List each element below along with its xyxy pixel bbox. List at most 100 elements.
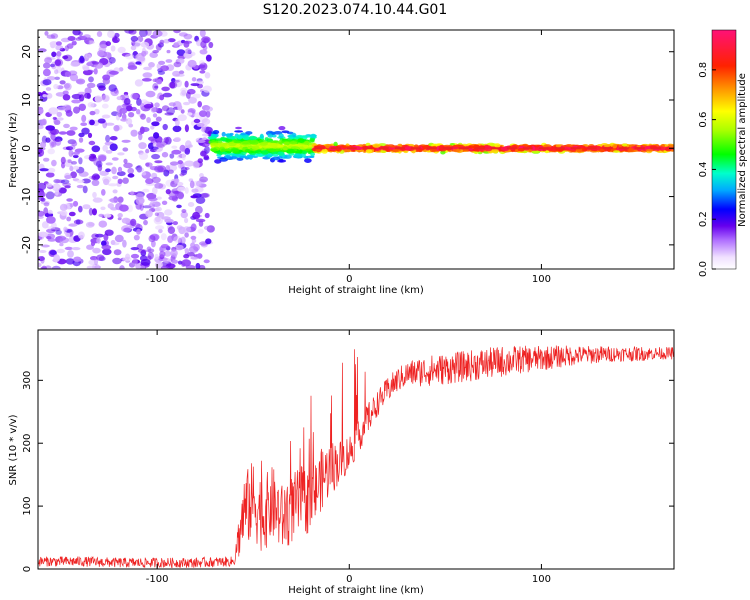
heatmap-cell [96, 160, 103, 168]
heatmap-cell [138, 152, 149, 160]
heatmap-cell [43, 62, 51, 69]
heatmap-cell [88, 140, 96, 146]
heatmap-cell [51, 265, 61, 269]
heatmap-cell [38, 262, 42, 268]
heatmap-cell [45, 183, 53, 188]
y-tick-label: 200 [22, 434, 33, 453]
heatmap-cell [195, 196, 206, 204]
heatmap-cell [81, 178, 91, 184]
heatmap-cell [171, 149, 182, 155]
heatmap-cell [111, 157, 119, 161]
heatmap-cell [100, 206, 106, 211]
heatmap-cell [165, 59, 173, 63]
heatmap-cell [122, 239, 127, 248]
heatmap-cell [81, 114, 87, 123]
heatmap-cell [205, 106, 213, 112]
heatmap-cell [241, 140, 250, 145]
heatmap-cell [124, 53, 135, 60]
heatmap-cell [286, 148, 295, 154]
heatmap-cell [160, 244, 169, 249]
heatmap-cell [199, 176, 209, 183]
heatmap-cell [50, 63, 55, 68]
heatmap-cell [130, 247, 139, 251]
colorbar-tick-label: 0.0 [698, 261, 709, 277]
heatmap-cell [271, 134, 277, 138]
heatmap-cell [45, 125, 55, 131]
y-tick-label: 300 [22, 371, 33, 390]
heatmap-cell [210, 142, 219, 146]
heatmap-cell [197, 101, 202, 108]
heatmap-cell [206, 225, 215, 233]
heatmap-cell [636, 145, 641, 148]
heatmap-cell [190, 235, 197, 240]
heatmap-cell [175, 118, 180, 127]
heatmap-cell [111, 37, 120, 43]
heatmap-cell [86, 265, 97, 269]
heatmap-cell [103, 178, 110, 186]
heatmap-cell [44, 57, 53, 64]
heatmap-cell [277, 159, 287, 163]
heatmap-cell [145, 90, 156, 98]
heatmap-cell [190, 256, 199, 260]
heatmap-cell [389, 145, 397, 148]
heatmap-cell [113, 125, 120, 132]
heatmap-cell [154, 182, 164, 189]
heatmap-cell [85, 69, 94, 74]
heatmap-cell [283, 154, 292, 159]
heatmap-cell [81, 127, 90, 135]
heatmap-cell [80, 122, 88, 126]
heatmap-cell [176, 181, 184, 187]
colorbar-ticks: 0.0 0.2 0.4 0.6 0.8 [698, 62, 716, 277]
heatmap-cell [184, 232, 189, 238]
heatmap-cell [46, 167, 56, 173]
heatmap-cell [180, 109, 185, 114]
heatmap-cell [365, 149, 373, 154]
heatmap-cell [123, 162, 133, 169]
heatmap-cell [192, 93, 201, 99]
heatmap-cell [165, 189, 171, 195]
heatmap-cell [267, 143, 277, 147]
heatmap-cell [281, 130, 290, 134]
snr-y-ticks: 0 100 200 300 [22, 371, 674, 572]
heatmap-cell [355, 146, 362, 151]
heatmap-cell [43, 202, 50, 207]
colorbar-frame [711, 29, 737, 270]
heatmap-cell [613, 150, 620, 153]
heatmap-cell [295, 146, 300, 150]
heatmap-cell [167, 226, 176, 234]
heatmap-cell [148, 62, 155, 68]
heatmap-cell [277, 145, 283, 148]
heatmap-cell [38, 215, 44, 219]
heatmap-cell [199, 60, 205, 66]
heatmap-cell [92, 247, 101, 254]
heatmap-cell [109, 136, 118, 141]
heatmap-cell [86, 62, 94, 67]
heatmap-cell [64, 71, 72, 78]
x-tick-label: -100 [146, 574, 169, 585]
heatmap-cell [91, 145, 101, 153]
heatmap-cell [152, 50, 159, 54]
heatmap-cell [169, 153, 175, 159]
heatmap-cell [277, 151, 285, 156]
heatmap-cell [251, 145, 260, 150]
heatmap-cell [154, 212, 159, 216]
heatmap-cell [169, 81, 176, 89]
heatmap-cell [167, 235, 174, 243]
heatmap-cell [114, 234, 124, 243]
heatmap-cell [177, 191, 184, 200]
heatmap-cell [64, 175, 73, 179]
heatmap-cell [56, 235, 67, 241]
heatmap-cell [440, 150, 446, 155]
heatmap-cell [452, 146, 459, 150]
heatmap-cell [93, 174, 101, 180]
heatmap-cell [197, 158, 203, 164]
heatmap-cell [208, 41, 214, 49]
colorbar-tick-label: 0.6 [698, 112, 709, 128]
heatmap-cell [121, 217, 131, 224]
heatmap-cell [173, 61, 182, 68]
heatmap-cell [85, 221, 95, 228]
heatmap-cell [51, 159, 57, 167]
heatmap-cell [159, 250, 166, 258]
heatmap-cell [85, 53, 92, 59]
heatmap-cell [96, 254, 105, 261]
